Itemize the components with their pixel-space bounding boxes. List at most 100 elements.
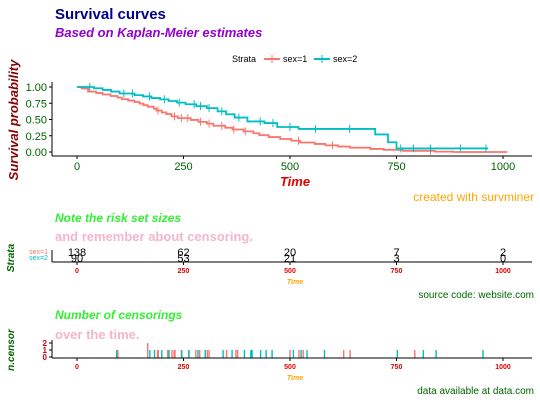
censor-bar-sex1 (198, 350, 201, 358)
censor-plot-title: Number of censorings (55, 308, 183, 322)
censor-bar-sex1 (174, 350, 176, 358)
risk-cell-sex1: 2 (500, 247, 506, 259)
legend-label-sex1: sex=1 (283, 54, 307, 64)
censor-bar-sex1 (236, 350, 239, 358)
censor-bar-sex1 (349, 350, 351, 358)
risk-table-subtitle: and remember about censoring. (55, 229, 253, 244)
censor-bar-sex2 (306, 350, 308, 358)
risk-cell-sex1: 7 (393, 247, 399, 259)
survival-x-tick-label: 250 (174, 161, 192, 173)
risk-table-x-tick-label: 250 (178, 268, 190, 275)
censor-plot-x-tick-label: 500 (284, 364, 296, 371)
censor-bar-sex1 (157, 350, 160, 358)
censor-bar-sex1 (147, 343, 149, 358)
censor-bar-sex2 (168, 350, 170, 358)
censor-plot-bars (115, 343, 484, 358)
censor-bar-sex2 (149, 350, 151, 358)
risk-table-row-label-sex1: sex=1 (29, 249, 48, 256)
censor-bar-sex2 (259, 350, 262, 358)
survival-y-tick-label: 0.75 (26, 98, 47, 110)
censor-bar-sex1 (206, 350, 209, 358)
censor-bar-sex2 (181, 350, 183, 358)
censor-bar-sex1 (302, 350, 304, 358)
censor-plot-x-axis: 0 250 500 750 1000 (75, 358, 511, 371)
censor-plot-x-tick-label: 750 (391, 364, 403, 371)
risk-table-cells: 138 62 20 7 2 90 53 21 3 0 (68, 247, 506, 265)
censor-bar-sex1 (171, 350, 173, 358)
survival-x-tick-label: 750 (387, 161, 405, 173)
censor-bar-sex2 (300, 350, 302, 358)
censor-bar-sex2 (188, 350, 190, 358)
censor-bar-sex2 (161, 350, 163, 358)
censor-bar-sex1 (289, 350, 291, 358)
censor-bar-sex2 (243, 350, 246, 358)
risk-table-caption: source code: website.com (418, 290, 534, 301)
censor-plot-x-tick-label: 1000 (495, 364, 511, 371)
survival-y-tick-label: 0.00 (26, 147, 47, 159)
censor-bar-sex1 (167, 350, 169, 358)
risk-cell-sex2: 90 (71, 253, 83, 265)
survival-x-axis: 0 250 500 750 1000 (74, 156, 515, 173)
risk-cell-sex2: 53 (177, 253, 189, 265)
censor-plot-y-axis: 012 (43, 339, 52, 362)
risk-table-title: Note the risk set sizes (55, 211, 181, 225)
censor-bar-sex2 (115, 350, 118, 358)
risk-cell-sex2: 21 (284, 253, 296, 265)
risk-cell-sex2: 0 (500, 253, 506, 265)
censor-plot-x-tick-label: 0 (75, 364, 79, 371)
survival-y-label: Survival probability (6, 59, 21, 180)
survival-y-tick-label: 1.00 (26, 82, 47, 94)
censor-bar-sex2 (482, 350, 484, 358)
censor-bar-sex2 (153, 350, 156, 358)
censor-bar-sex1 (298, 350, 300, 358)
censor-bar-sex2 (204, 350, 206, 358)
censor-bar-sex2 (435, 350, 437, 358)
risk-table-row-label-sex2: sex=2 (29, 255, 48, 262)
survival-y-tick-label: 0.50 (26, 115, 47, 127)
censor-bar-sex2 (292, 350, 295, 358)
censor-bar-sex1 (342, 350, 345, 358)
survival-curve-sex2 (77, 86, 489, 150)
survival-x-tick-label: 0 (74, 161, 80, 173)
survival-curves (77, 83, 508, 155)
censor-bar-sex2 (422, 350, 425, 358)
censor-plot-y-label: n.censor (6, 328, 17, 371)
censor-bar-sex1 (156, 350, 159, 358)
censor-plot-x-label: Time (287, 375, 303, 382)
risk-cell-sex1: 138 (68, 247, 86, 259)
censor-bar-sex1 (235, 350, 237, 358)
survival-x-tick-label: 1000 (491, 161, 515, 173)
survival-title: Survival curves (55, 6, 166, 23)
censor-bar-sex2 (250, 350, 252, 358)
risk-cell-sex2: 3 (393, 253, 399, 265)
risk-table-x-tick-label: 1000 (495, 268, 511, 275)
censor-bar-sex1 (414, 350, 416, 358)
censor-plot-y-tick-label: 2 (43, 339, 48, 348)
censor-bar-sex2 (251, 350, 253, 358)
survival-curve-sex1 (77, 86, 508, 153)
censor-bar-sex2 (265, 350, 267, 358)
censor-plot-caption: data available at data.com (417, 386, 534, 397)
risk-table-y-label: Strata (6, 243, 17, 272)
censor-plot-y-tick-label: 1 (43, 346, 48, 355)
censor-bar-sex1 (173, 350, 175, 358)
legend-title: Strata (232, 54, 256, 64)
censor-plot-y-tick-label: 0 (43, 353, 48, 362)
censor-bar-sex2 (271, 350, 273, 358)
censor-bar-sex1 (225, 350, 228, 358)
survival-x-tick-label: 500 (281, 161, 299, 173)
risk-table-x-tick-label: 750 (391, 268, 403, 275)
survival-y-tick-label: 0.25 (26, 131, 47, 143)
risk-table-x-tick-label: 0 (75, 268, 79, 275)
risk-table-x-axis: 0 250 500 750 1000 (75, 262, 511, 275)
censor-bar-sex1 (208, 350, 210, 358)
risk-table-x-label: Time (287, 279, 303, 286)
legend-label-sex2: sex=2 (333, 54, 357, 64)
censor-plot-x-tick-label: 250 (178, 364, 190, 371)
censor-bar-sex1 (195, 350, 197, 358)
risk-table-x-tick-label: 500 (284, 268, 296, 275)
survival-legend: Strata sex=1 sex=2 (232, 54, 357, 64)
survival-x-label: Time (280, 174, 310, 189)
risk-cell-sex1: 62 (177, 247, 189, 259)
